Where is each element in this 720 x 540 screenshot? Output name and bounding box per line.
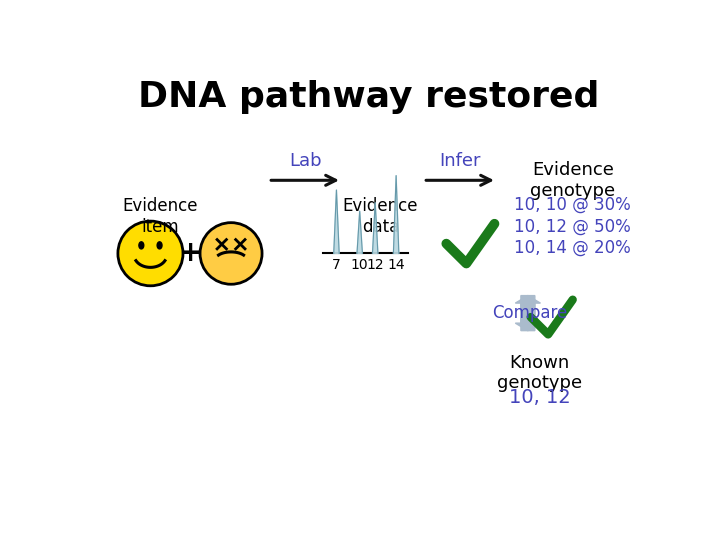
Text: 10, 10 @ 30%: 10, 10 @ 30% xyxy=(515,195,631,214)
Text: Known
genotype: Known genotype xyxy=(497,354,582,393)
Text: 10, 14 @ 20%: 10, 14 @ 20% xyxy=(515,239,631,257)
Text: Evidence
genotype: Evidence genotype xyxy=(530,161,616,200)
FancyArrow shape xyxy=(516,295,541,330)
Polygon shape xyxy=(393,176,399,253)
Circle shape xyxy=(118,221,183,286)
Text: DNA pathway restored: DNA pathway restored xyxy=(138,80,600,114)
Text: 10, 12: 10, 12 xyxy=(508,388,570,407)
Text: Infer: Infer xyxy=(440,152,481,170)
Text: 10, 12 @ 50%: 10, 12 @ 50% xyxy=(515,217,631,235)
Polygon shape xyxy=(372,202,378,253)
Text: Evidence
item: Evidence item xyxy=(122,197,197,236)
Text: 7: 7 xyxy=(332,258,341,272)
Text: 12: 12 xyxy=(366,258,384,272)
Text: Evidence
data: Evidence data xyxy=(343,197,418,236)
Text: 10: 10 xyxy=(351,258,369,272)
Text: Lab: Lab xyxy=(289,152,322,170)
Polygon shape xyxy=(334,190,339,253)
Circle shape xyxy=(200,222,262,284)
Text: 14: 14 xyxy=(387,258,405,272)
FancyArrow shape xyxy=(516,295,541,330)
Polygon shape xyxy=(357,211,362,253)
Text: Compare: Compare xyxy=(492,303,568,322)
Ellipse shape xyxy=(139,242,144,249)
Text: +: + xyxy=(179,239,202,267)
Ellipse shape xyxy=(157,242,162,249)
